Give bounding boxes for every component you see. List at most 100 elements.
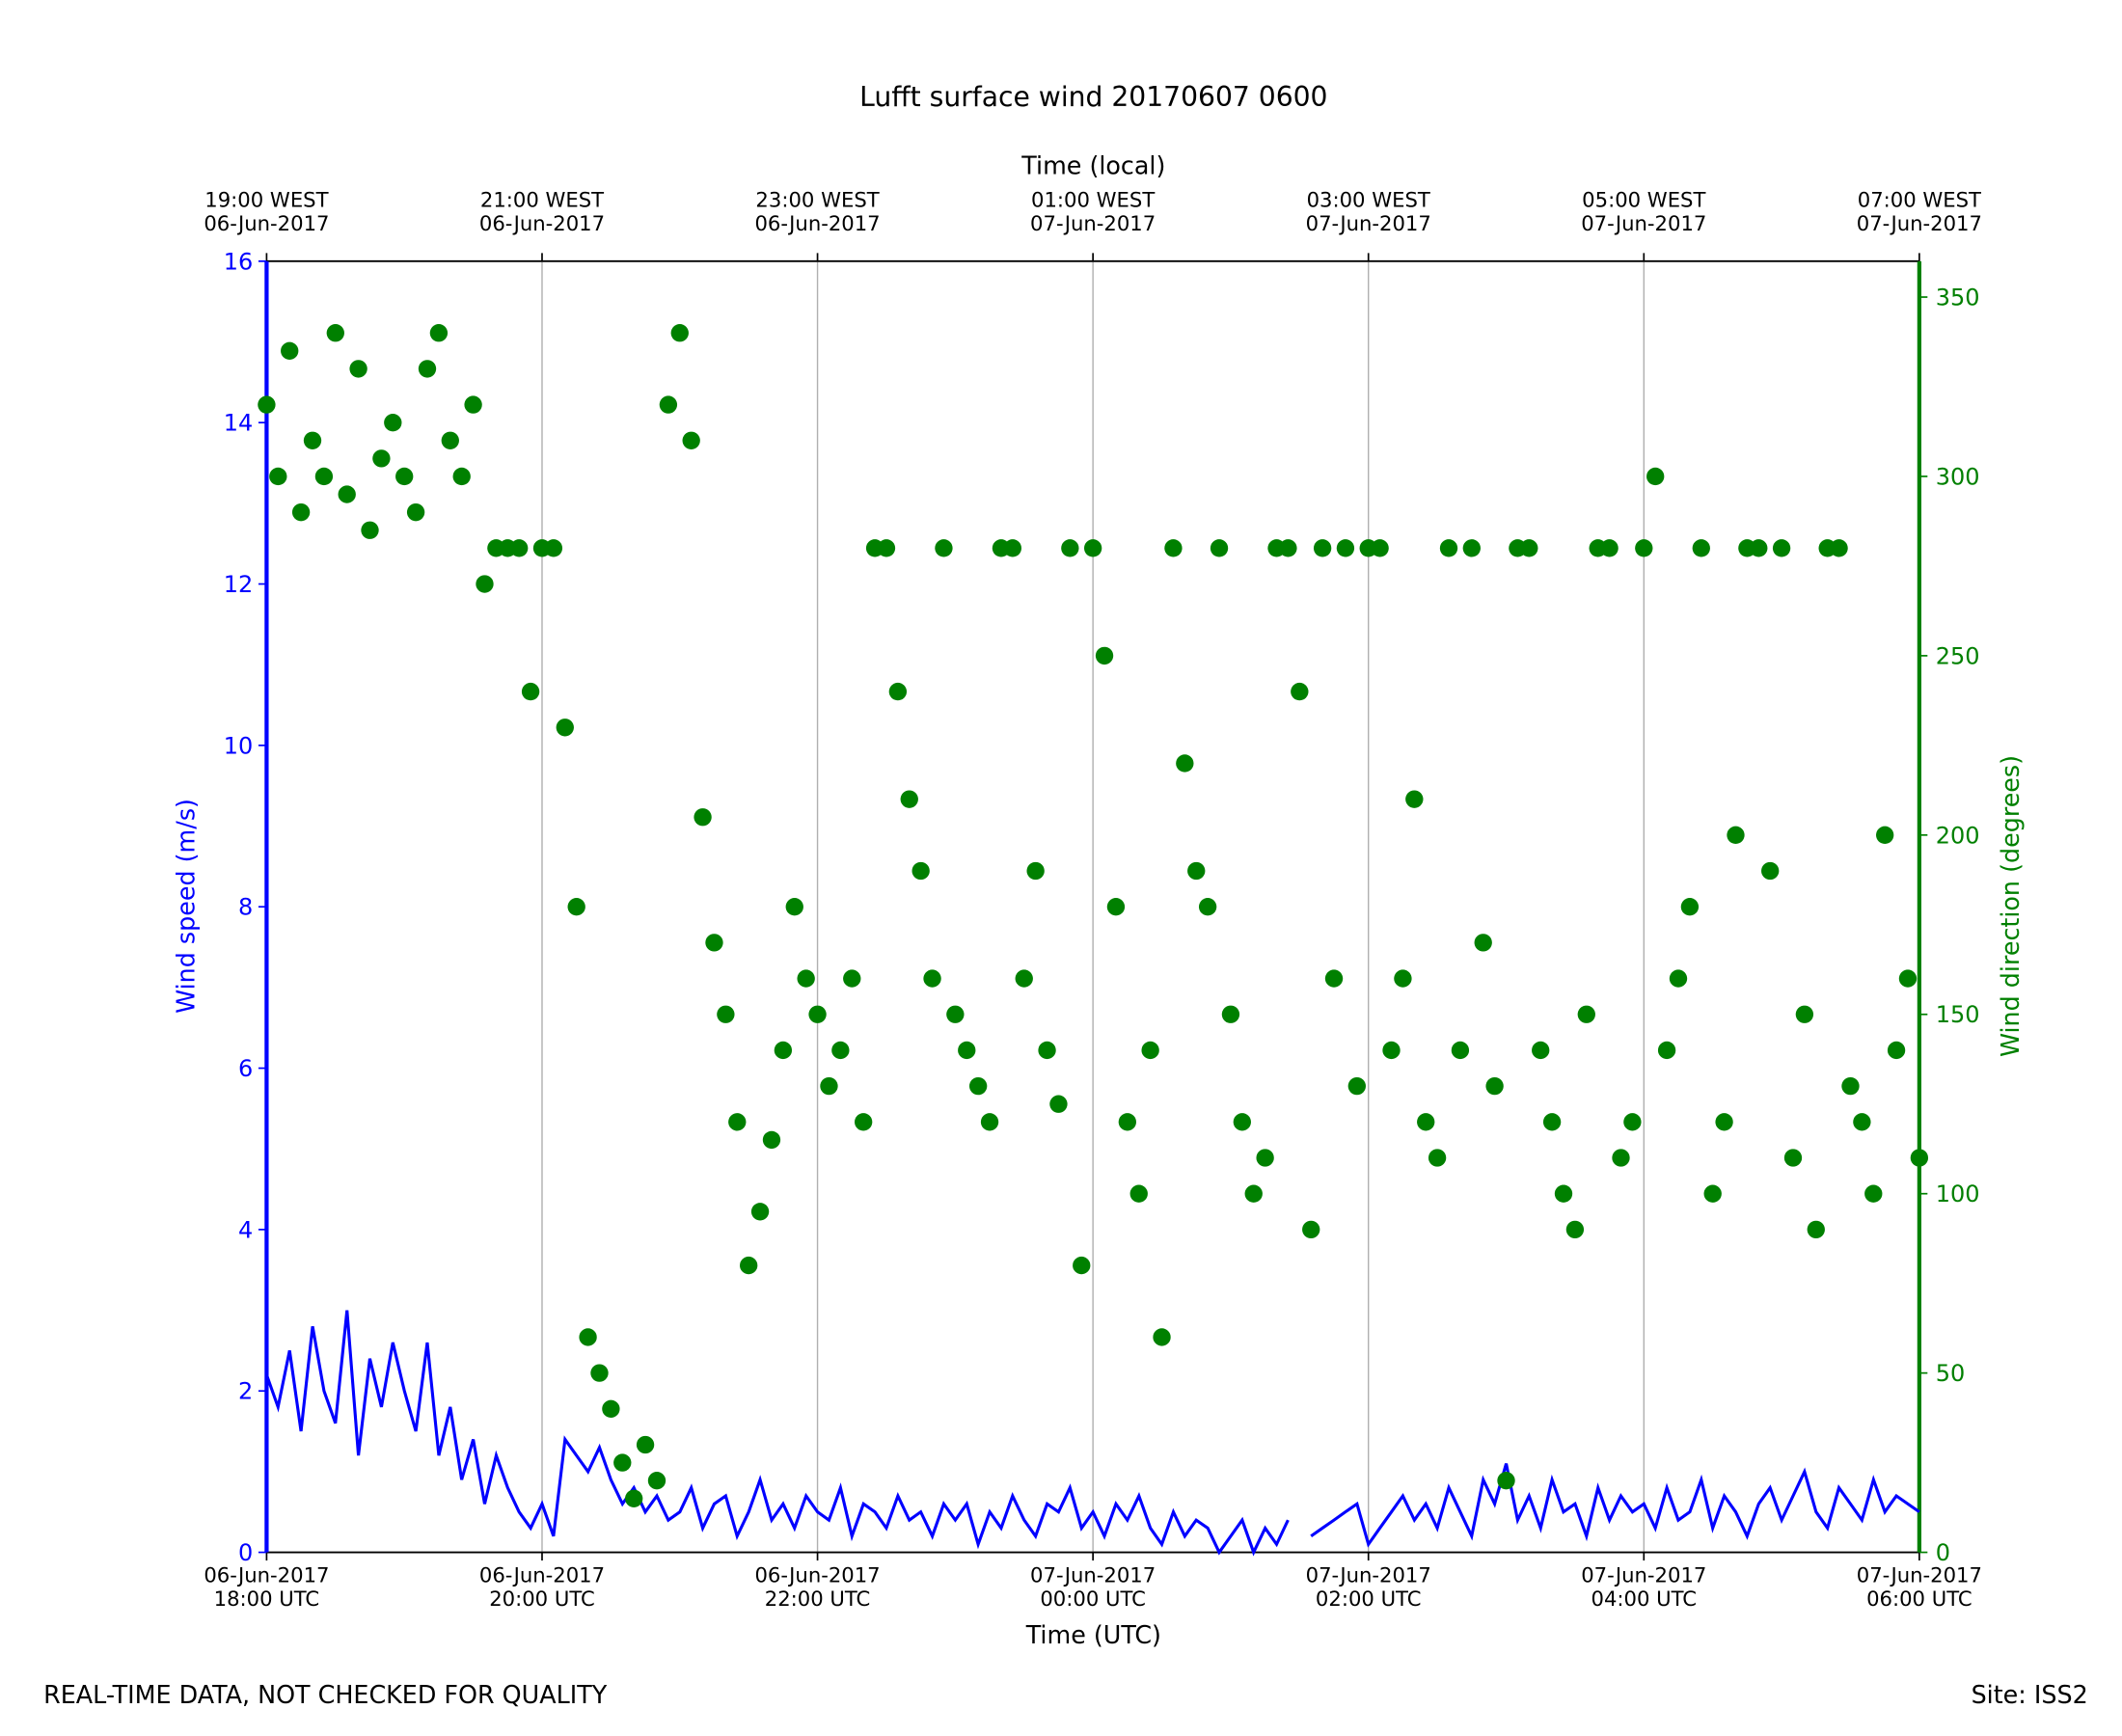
direction-point	[602, 1399, 620, 1418]
direction-point	[820, 1076, 838, 1096]
direction-point	[935, 539, 953, 557]
direction-point	[1083, 539, 1102, 557]
direction-point	[923, 969, 941, 988]
direction-point	[1417, 1113, 1435, 1131]
direction-point	[1233, 1113, 1251, 1131]
direction-point	[728, 1113, 747, 1131]
x-tick-label: 07-Jun-2017 04:00 UTC	[1581, 1563, 1706, 1611]
direction-point	[1772, 539, 1791, 557]
direction-point	[1347, 1076, 1366, 1096]
y-tick-label: 0	[238, 1539, 253, 1566]
direction-point	[877, 539, 896, 557]
direction-point	[854, 1113, 873, 1131]
y2-tick-label: 50	[1936, 1360, 1965, 1387]
direction-point	[521, 682, 540, 701]
direction-point	[1635, 539, 1653, 557]
direction-point	[291, 502, 311, 522]
direction-point	[1910, 1149, 1929, 1167]
direction-point	[1428, 1149, 1447, 1167]
y2-tick-label: 0	[1936, 1539, 1950, 1566]
direction-point	[750, 1203, 770, 1221]
direction-point	[1715, 1113, 1733, 1131]
direction-point	[1394, 969, 1412, 988]
direction-point	[888, 682, 908, 701]
direction-point	[1841, 1076, 1860, 1096]
footer-note: REAL-TIME DATA, NOT CHECKED FOR QUALITY	[43, 1680, 608, 1709]
direction-point	[1061, 539, 1079, 557]
x-axis-label: Time (UTC)	[1025, 1620, 1161, 1649]
direction-point	[1015, 969, 1033, 988]
direction-point	[303, 431, 322, 449]
direction-point	[1876, 826, 1894, 844]
direction-point	[1221, 1005, 1240, 1023]
direction-point	[1026, 861, 1045, 881]
direction-point	[774, 1041, 793, 1060]
direction-point	[808, 1005, 827, 1023]
direction-point	[647, 1472, 667, 1490]
direction-point	[418, 360, 437, 378]
direction-point	[740, 1256, 758, 1275]
direction-point	[1244, 1184, 1263, 1203]
direction-point	[1807, 1220, 1825, 1239]
direction-point	[1141, 1041, 1159, 1060]
direction-point	[843, 969, 861, 988]
direction-point	[1727, 826, 1745, 844]
direction-point	[785, 898, 803, 916]
direction-point	[1118, 1113, 1137, 1131]
direction-point	[1462, 539, 1481, 557]
direction-point	[1497, 1472, 1515, 1490]
direction-point	[510, 539, 529, 557]
top-x-tick-label: 23:00 WEST 06-Jun-2017	[754, 187, 880, 234]
y-tick-label: 10	[224, 732, 253, 759]
direction-point	[1542, 1113, 1562, 1131]
y-tick-label: 14	[224, 410, 253, 437]
direction-point	[1187, 861, 1206, 881]
top-axis-label: Time (local)	[1020, 151, 1165, 180]
x-tick-label: 06-Jun-2017 20:00 UTC	[479, 1563, 605, 1611]
direction-point	[968, 1076, 988, 1096]
direction-point	[694, 808, 712, 827]
y2-tick-label: 100	[1936, 1180, 1980, 1207]
direction-point	[326, 324, 344, 342]
direction-point	[705, 934, 723, 952]
direction-point	[1565, 1220, 1585, 1239]
direction-point	[682, 431, 700, 449]
y2-tick-label: 250	[1936, 642, 1980, 669]
direction-point	[1003, 539, 1022, 557]
direction-point	[717, 1005, 735, 1023]
top-x-tick-label: 19:00 WEST 06-Jun-2017	[204, 187, 329, 234]
direction-point	[762, 1130, 781, 1150]
direction-point	[1692, 539, 1710, 557]
direction-point	[1279, 539, 1297, 557]
y-axis-label: Wind speed (m/s)	[172, 799, 201, 1014]
speed-line	[264, 1310, 1920, 1557]
direction-point	[1256, 1149, 1274, 1167]
x-tick-label: 06-Jun-2017 22:00 UTC	[754, 1563, 880, 1611]
y-tick-label: 8	[238, 894, 253, 921]
direction-point	[1554, 1184, 1573, 1203]
direction-point	[1336, 539, 1355, 557]
y2-tick-label: 200	[1936, 822, 1980, 849]
direction-point	[258, 395, 276, 414]
direction-point	[567, 898, 585, 916]
direction-point	[1830, 539, 1848, 557]
direction-point	[670, 324, 689, 342]
direction-point	[395, 467, 414, 486]
top-x-tick-label: 21:00 WEST 06-Jun-2017	[479, 187, 605, 234]
direction-point	[1783, 1149, 1803, 1167]
direction-point	[1324, 969, 1344, 988]
direction-point	[1210, 539, 1229, 557]
y2-tick-label: 300	[1936, 463, 1980, 490]
direction-point	[1049, 1095, 1068, 1113]
direction-point	[1612, 1149, 1630, 1167]
top-x-tick-label: 05:00 WEST 07-Jun-2017	[1581, 187, 1706, 234]
top-x-tick-label: 03:00 WEST 07-Jun-2017	[1306, 187, 1431, 234]
direction-point	[544, 539, 563, 557]
direction-point	[1680, 898, 1700, 916]
direction-point	[281, 341, 299, 360]
direction-point	[900, 790, 918, 808]
direction-point	[1382, 1041, 1401, 1060]
direction-point	[625, 1489, 643, 1507]
direction-point	[384, 414, 402, 432]
